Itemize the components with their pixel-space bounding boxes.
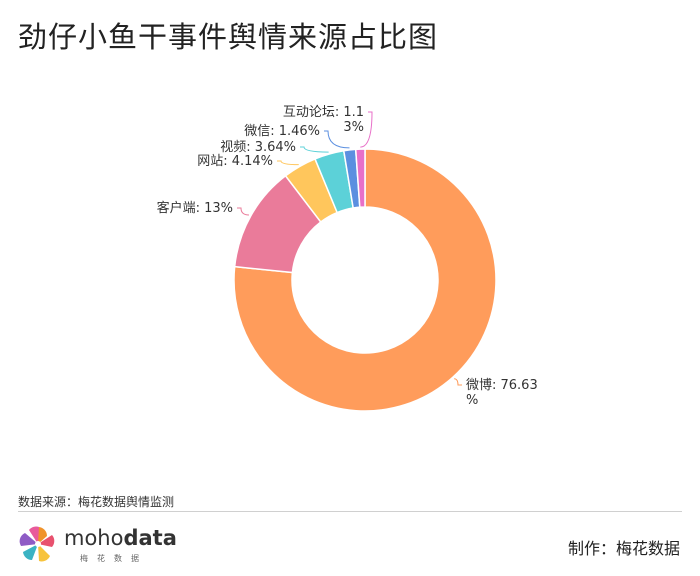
slice-label-视频: 视频: 3.64% [220, 140, 296, 155]
mohodata-logo: mohodata 梅花数据 [18, 524, 177, 564]
slice-label-微博: 微博: 76.63% [466, 378, 538, 408]
slice-微博[interactable] [233, 148, 497, 412]
logo-subtitle: 梅花数据 [80, 554, 148, 563]
leader-line-网站 [277, 160, 299, 166]
slice-label-网站: 网站: 4.14% [197, 154, 273, 169]
donut-chart: 微博: 76.63 % 客户端: 13% 网站: 4.14%视频: 3.64%微信: … [157, 105, 538, 412]
slice-label-客户端: 客户端: 13% [157, 200, 233, 216]
logo-wordmark: mohodata [64, 526, 177, 550]
slice-互动论坛[interactable] [354, 148, 366, 208]
credit-note: 制作：梅花数据 [567, 539, 680, 558]
leader-line-视频 [300, 146, 329, 153]
leader-line-微信 [324, 130, 350, 149]
slice-label-微信: 微信: 1.46% [244, 124, 320, 139]
leader-line-客户端 [237, 207, 249, 216]
footer-divider [18, 511, 682, 512]
leader-line-互动论坛 [360, 111, 373, 148]
chart-title: 劲仔小鱼干事件舆情来源占比图 [18, 20, 439, 54]
leader-line-微博 [454, 378, 462, 386]
slice-label-互动论坛: 互动论坛: 1.1 3% [283, 105, 364, 135]
pinwheel-logo-icon [19, 526, 55, 562]
data-source-note: 数据来源：梅花数据舆情监测 [18, 495, 175, 509]
